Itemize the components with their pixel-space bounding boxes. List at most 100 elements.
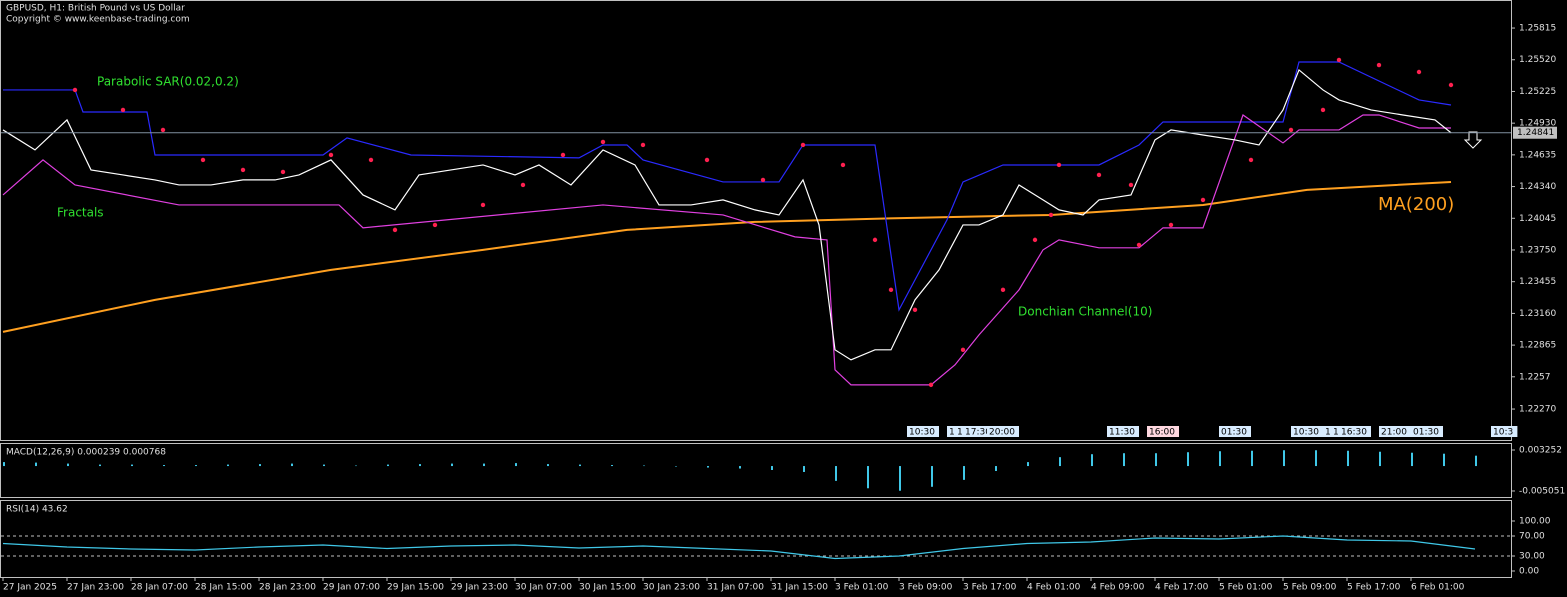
x-tick-label: 28 Jan 15:00	[195, 583, 252, 593]
macd-bar	[899, 466, 901, 491]
rsi-panel	[0, 500, 1512, 578]
macd-bar	[451, 463, 453, 467]
macd-bar	[1027, 462, 1029, 467]
macd-bar	[99, 464, 101, 467]
macd-bar	[323, 464, 325, 467]
macd-bar	[963, 466, 965, 480]
y-tick-label: 70.00	[1519, 532, 1545, 542]
event-label: 1	[1333, 428, 1339, 438]
sar-dot	[760, 177, 766, 183]
event-marker	[1331, 426, 1341, 437]
macd-bar	[771, 466, 773, 470]
x-tick-label: 29 Jan 15:00	[387, 583, 444, 593]
macd-bar	[163, 465, 165, 467]
sar-dot	[480, 202, 486, 208]
macd-bar	[483, 463, 485, 467]
macd-bar	[1123, 453, 1125, 467]
sar-dot	[432, 222, 438, 228]
x-tick-label: 29 Jan 23:00	[451, 583, 508, 593]
x-tick-label: 30 Jan 23:00	[643, 583, 700, 593]
macd-bar	[1155, 453, 1157, 467]
macd-bar	[1315, 450, 1317, 467]
macd-bar	[1251, 450, 1253, 467]
y-tick-label: 1.25225	[1519, 87, 1556, 97]
macd-bar	[67, 463, 69, 467]
sar-dot	[1416, 69, 1422, 75]
sar-label: Parabolic SAR(0.02,0.2)	[97, 75, 239, 89]
event-marker	[1147, 426, 1179, 437]
macd-bar	[803, 466, 805, 472]
event-marker	[1323, 426, 1333, 437]
sar-dot	[1288, 127, 1294, 133]
x-tick-label: 27 Jan 2025	[3, 583, 57, 593]
ma-label: MA(200)	[1378, 194, 1454, 215]
rsi-line	[2, 535, 1476, 560]
macd-bar	[515, 463, 517, 467]
x-tick-label: 31 Jan 07:00	[707, 583, 764, 593]
sar-dot	[1200, 197, 1206, 203]
sell-arrow	[1463, 131, 1483, 149]
sar-dot	[912, 307, 918, 313]
sar-dot	[928, 382, 934, 388]
x-tick-label: 4 Feb 09:00	[1091, 583, 1145, 593]
macd-bar	[1187, 452, 1189, 467]
ma-200	[2, 180, 1452, 333]
sar-dot	[240, 167, 246, 173]
sar-dot	[72, 87, 78, 93]
x-tick-label: 3 Feb 09:00	[899, 583, 953, 593]
event-marker	[1491, 426, 1518, 437]
macd-bar	[1091, 454, 1093, 467]
sar-dot	[560, 152, 566, 158]
sar-dot	[120, 107, 126, 113]
event-label: 10:3	[1493, 428, 1513, 438]
event-label: 16:30	[1341, 428, 1367, 438]
macd-bar	[1347, 450, 1349, 467]
event-marker	[947, 426, 957, 437]
macd-bar	[1475, 455, 1477, 467]
macd-bar	[291, 463, 293, 467]
macd-bar	[3, 462, 5, 467]
donchian-label: Donchian Channel(10)	[1018, 305, 1152, 319]
x-tick-label: 27 Jan 23:00	[67, 583, 124, 593]
donchian-upper	[3, 61, 1452, 312]
macd-bar	[867, 466, 869, 489]
event-label: 11:30	[1109, 428, 1135, 438]
macd-bar	[419, 464, 421, 467]
last-price-label: 1.24841	[1517, 128, 1554, 138]
sar-dot	[1128, 182, 1134, 188]
sar-dot	[1032, 237, 1038, 243]
sar-dot	[640, 142, 646, 148]
x-tick-label: 30 Jan 15:00	[579, 583, 636, 593]
macd-bar	[995, 466, 997, 471]
x-tick-label: 31 Jan 15:00	[771, 583, 828, 593]
macd-bar	[707, 466, 709, 468]
macd-bar	[387, 464, 389, 467]
event-marker	[987, 426, 1019, 437]
donchian-lower	[2, 114, 1451, 386]
event-marker	[907, 426, 939, 437]
macd-bar	[227, 464, 229, 467]
event-label: 1	[957, 428, 963, 438]
y-tick-label: 1.24930	[1519, 119, 1556, 129]
event-marker	[1291, 426, 1323, 437]
event-label: 10:30	[1293, 428, 1319, 438]
y-tick-label: 1.23455	[1519, 277, 1556, 287]
event-label: 10:30	[909, 428, 935, 438]
x-tick-label: 4 Feb 17:00	[1155, 583, 1209, 593]
macd-bar	[1219, 451, 1221, 467]
macd-bar	[1379, 451, 1381, 467]
macd-panel	[0, 443, 1512, 498]
sar-dot	[888, 287, 894, 293]
x-tick-label: 28 Jan 23:00	[259, 583, 316, 593]
sar-dot	[960, 347, 966, 353]
event-label: 17:30	[965, 428, 991, 438]
sar-dot	[840, 162, 846, 168]
event-label: 1	[1325, 428, 1331, 438]
x-tick-label: 5 Feb 17:00	[1347, 583, 1401, 593]
macd-bar	[195, 465, 197, 467]
event-marker	[1107, 426, 1139, 437]
sar-dot	[520, 182, 526, 188]
sar-dot	[1096, 172, 1102, 178]
macd-title: MACD(12,26,9) 0.000239 0.000768	[6, 448, 166, 458]
